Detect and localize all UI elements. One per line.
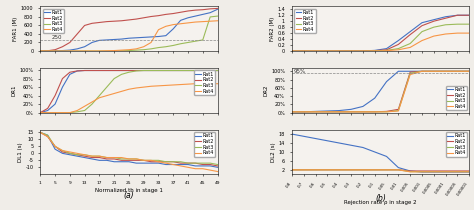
Legend: Rat1, Rat2, Rat3, Rat4: Rat1, Rat2, Rat3, Rat4 xyxy=(194,70,215,95)
Y-axis label: DL2 (s): DL2 (s) xyxy=(271,142,276,162)
Legend: Rat1, Rat2, Rat3, Rat4: Rat1, Rat2, Rat3, Rat4 xyxy=(294,9,316,33)
Legend: Rat1, Rat2, Rat3, Rat4: Rat1, Rat2, Rat3, Rat4 xyxy=(446,132,467,157)
Y-axis label: DL1 (s): DL1 (s) xyxy=(18,142,23,162)
Y-axis label: FAR1 (M): FAR1 (M) xyxy=(13,17,18,41)
Text: (a): (a) xyxy=(124,190,134,199)
Y-axis label: DR2: DR2 xyxy=(263,85,268,96)
Text: (b): (b) xyxy=(375,194,386,203)
Y-axis label: FAR2 (M): FAR2 (M) xyxy=(270,17,274,41)
Y-axis label: DR1: DR1 xyxy=(11,85,17,96)
Legend: Rat1, Rat2, Rat3, Rat4: Rat1, Rat2, Rat3, Rat4 xyxy=(194,132,215,157)
X-axis label: Rejection rate ρ in stage 2: Rejection rate ρ in stage 2 xyxy=(344,200,417,205)
Text: 250: 250 xyxy=(51,35,62,40)
X-axis label: Normalized th in stage 1: Normalized th in stage 1 xyxy=(95,188,163,193)
Text: 95%: 95% xyxy=(293,68,305,74)
Legend: Rat1, Rat2, Rat3, Rat4: Rat1, Rat2, Rat3, Rat4 xyxy=(43,9,64,33)
Legend: Rat1, Rat2, Rat3, Rat4: Rat1, Rat2, Rat3, Rat4 xyxy=(446,86,467,110)
